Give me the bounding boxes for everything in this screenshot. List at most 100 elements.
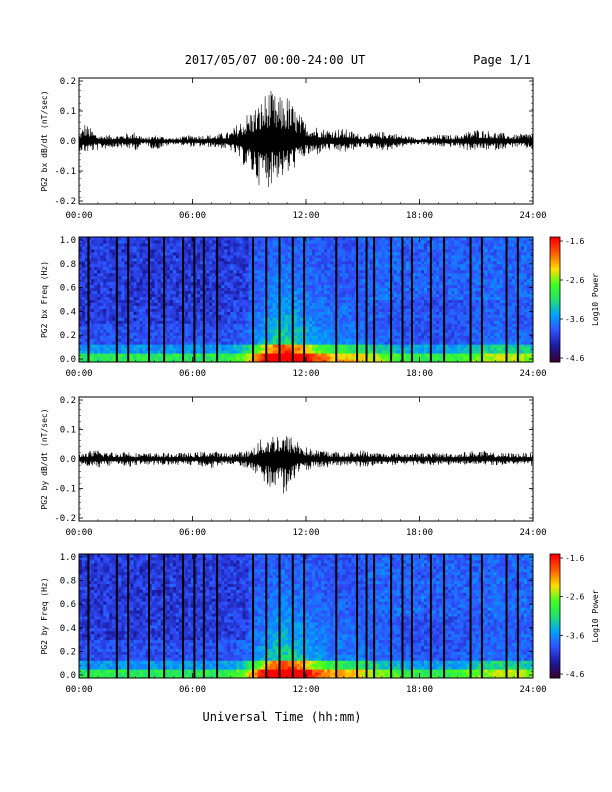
spectrogram-cell	[384, 242, 389, 247]
spectrogram-cell	[248, 269, 253, 274]
spectrogram-cell	[293, 269, 298, 274]
spectrogram-cell	[393, 254, 398, 259]
spectrogram-cell	[414, 272, 419, 277]
spectrogram-cell	[245, 293, 249, 298]
spectrogram-cell	[284, 248, 289, 253]
spectrogram-cell	[257, 326, 262, 330]
spectrogram-cell	[378, 266, 383, 271]
spectrogram-cell	[284, 326, 289, 330]
spectrogram-cell	[184, 332, 189, 336]
spectrogram-cell	[139, 356, 144, 360]
spectrogram-cell	[293, 248, 298, 253]
spectrogram-cell	[200, 245, 204, 250]
spectrogram-cell	[299, 353, 304, 357]
spectrogram-cell	[194, 320, 198, 324]
spectrogram-cell	[187, 332, 192, 336]
spectrogram-cell	[103, 311, 107, 315]
spectrogram-cell	[136, 269, 141, 274]
spectrogram-cell	[390, 320, 395, 324]
spectrogram-cell	[408, 266, 413, 271]
spectrogram-cell	[345, 356, 349, 360]
spectrogram-cell	[278, 260, 283, 265]
spectrogram-cell	[160, 335, 165, 339]
spectrogram-cell	[118, 293, 122, 298]
spectrogram-cell	[275, 263, 280, 268]
spectrogram-cell	[85, 299, 89, 303]
spectrogram-cell	[254, 251, 259, 256]
spectrogram-cell	[224, 272, 228, 277]
spectrogram-cell	[257, 278, 262, 283]
spectrogram-cell	[321, 260, 325, 265]
spectrogram-cell	[414, 269, 419, 274]
spectrogram-cell	[427, 302, 431, 306]
spectrogram-cell	[402, 245, 407, 250]
spectrogram-cell	[163, 359, 168, 363]
spectrogram-cell	[127, 284, 131, 289]
spectrogram-cell	[121, 338, 125, 342]
spectrogram-cell	[427, 296, 431, 300]
spectrogram-cell	[417, 308, 422, 312]
spectrogram-cell	[330, 317, 334, 321]
spectrogram-cell	[118, 326, 122, 330]
spectrogram-cell	[318, 239, 322, 244]
spectrogram-cell	[118, 338, 122, 342]
spectrogram-cell	[257, 284, 262, 289]
spectrogram-cell	[136, 278, 141, 283]
spectrogram-cell	[172, 245, 177, 250]
spectrogram-cell	[333, 239, 337, 244]
spectrogram-cell	[172, 293, 177, 298]
spectrogram-cell	[417, 329, 422, 333]
spectrogram-cell	[333, 237, 337, 241]
spectrogram-cell	[203, 335, 207, 339]
spectrogram-cell	[281, 296, 286, 300]
spectrogram-cell	[275, 356, 280, 360]
spectrogram-cell	[148, 254, 153, 259]
spectrogram-cell	[178, 329, 183, 333]
spectrogram-cell	[209, 287, 213, 292]
spectrogram-cell	[387, 248, 392, 253]
spectrogram-cell	[245, 266, 249, 271]
spectrogram-cell	[324, 254, 328, 259]
spectrogram-cell	[366, 320, 371, 324]
spectrogram-cell	[163, 326, 168, 330]
spectrogram-cell	[278, 284, 283, 289]
spectrogram-cell	[366, 350, 371, 354]
spectrogram-cell	[296, 237, 301, 241]
spectrogram-cell	[257, 329, 262, 333]
spectrogram-cell	[393, 323, 398, 327]
spectrogram-cell	[242, 353, 246, 357]
spectrogram-cell	[405, 237, 410, 241]
spectrogram-cell	[284, 299, 289, 303]
spectrogram-cell	[275, 332, 280, 336]
spectrogram-cell	[390, 353, 395, 357]
spectrogram-cell	[230, 329, 234, 333]
spectrogram-cell	[414, 329, 419, 333]
spectrogram-cell	[408, 284, 413, 289]
spectrogram-cell	[197, 302, 201, 306]
spectrogram-cell	[345, 248, 349, 253]
spectrogram-cell	[408, 239, 413, 244]
spectrogram-cell	[390, 326, 395, 330]
spectrogram-cell	[239, 278, 243, 283]
spectrogram-cell	[287, 263, 292, 268]
spectrogram-cell	[142, 275, 147, 280]
spectrogram-cell	[330, 269, 334, 274]
spectrogram-cell	[424, 335, 428, 339]
spectrogram-cell	[197, 335, 201, 339]
spectrogram-cell	[97, 260, 101, 265]
spectrogram-cell	[227, 311, 231, 315]
spectrogram-cell	[175, 239, 180, 244]
spectrogram-cell	[233, 302, 237, 306]
spectrogram-cell	[142, 326, 147, 330]
spectrogram-cell	[275, 308, 280, 312]
spectrogram-cell	[245, 305, 249, 309]
spectrogram-cell	[106, 356, 110, 360]
spectrogram-cell	[257, 350, 262, 354]
spectrogram-cell	[345, 251, 349, 256]
spectrogram-cell	[130, 305, 134, 309]
spectrogram-cell	[218, 245, 222, 250]
spectrogram-cell	[284, 350, 289, 354]
spectrogram-cell	[245, 296, 249, 300]
spectrogram-cell	[175, 353, 180, 357]
spectrogram-cell	[224, 257, 228, 262]
